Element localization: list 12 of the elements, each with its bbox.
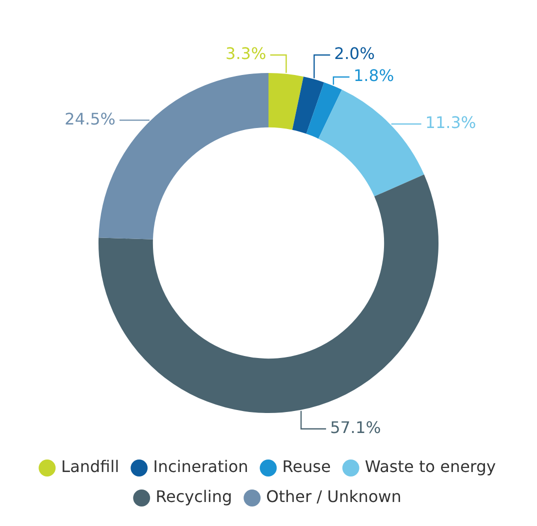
data-label: 24.5% bbox=[64, 109, 116, 128]
data-label: 2.0% bbox=[334, 44, 375, 64]
legend-label: Other / Unknown bbox=[266, 487, 402, 506]
legend-label: Landfill bbox=[61, 457, 120, 476]
legend-label: Reuse bbox=[282, 457, 331, 476]
legend-label: Recycling bbox=[156, 487, 232, 506]
data-label: 3.3% bbox=[226, 44, 266, 64]
legend-label: Incineration bbox=[153, 457, 248, 476]
data-label: 57.1% bbox=[330, 418, 381, 438]
legend-label: Waste to energy bbox=[364, 457, 496, 476]
data-label: 1.8% bbox=[353, 66, 394, 86]
data-label: 11.3% bbox=[425, 113, 476, 132]
